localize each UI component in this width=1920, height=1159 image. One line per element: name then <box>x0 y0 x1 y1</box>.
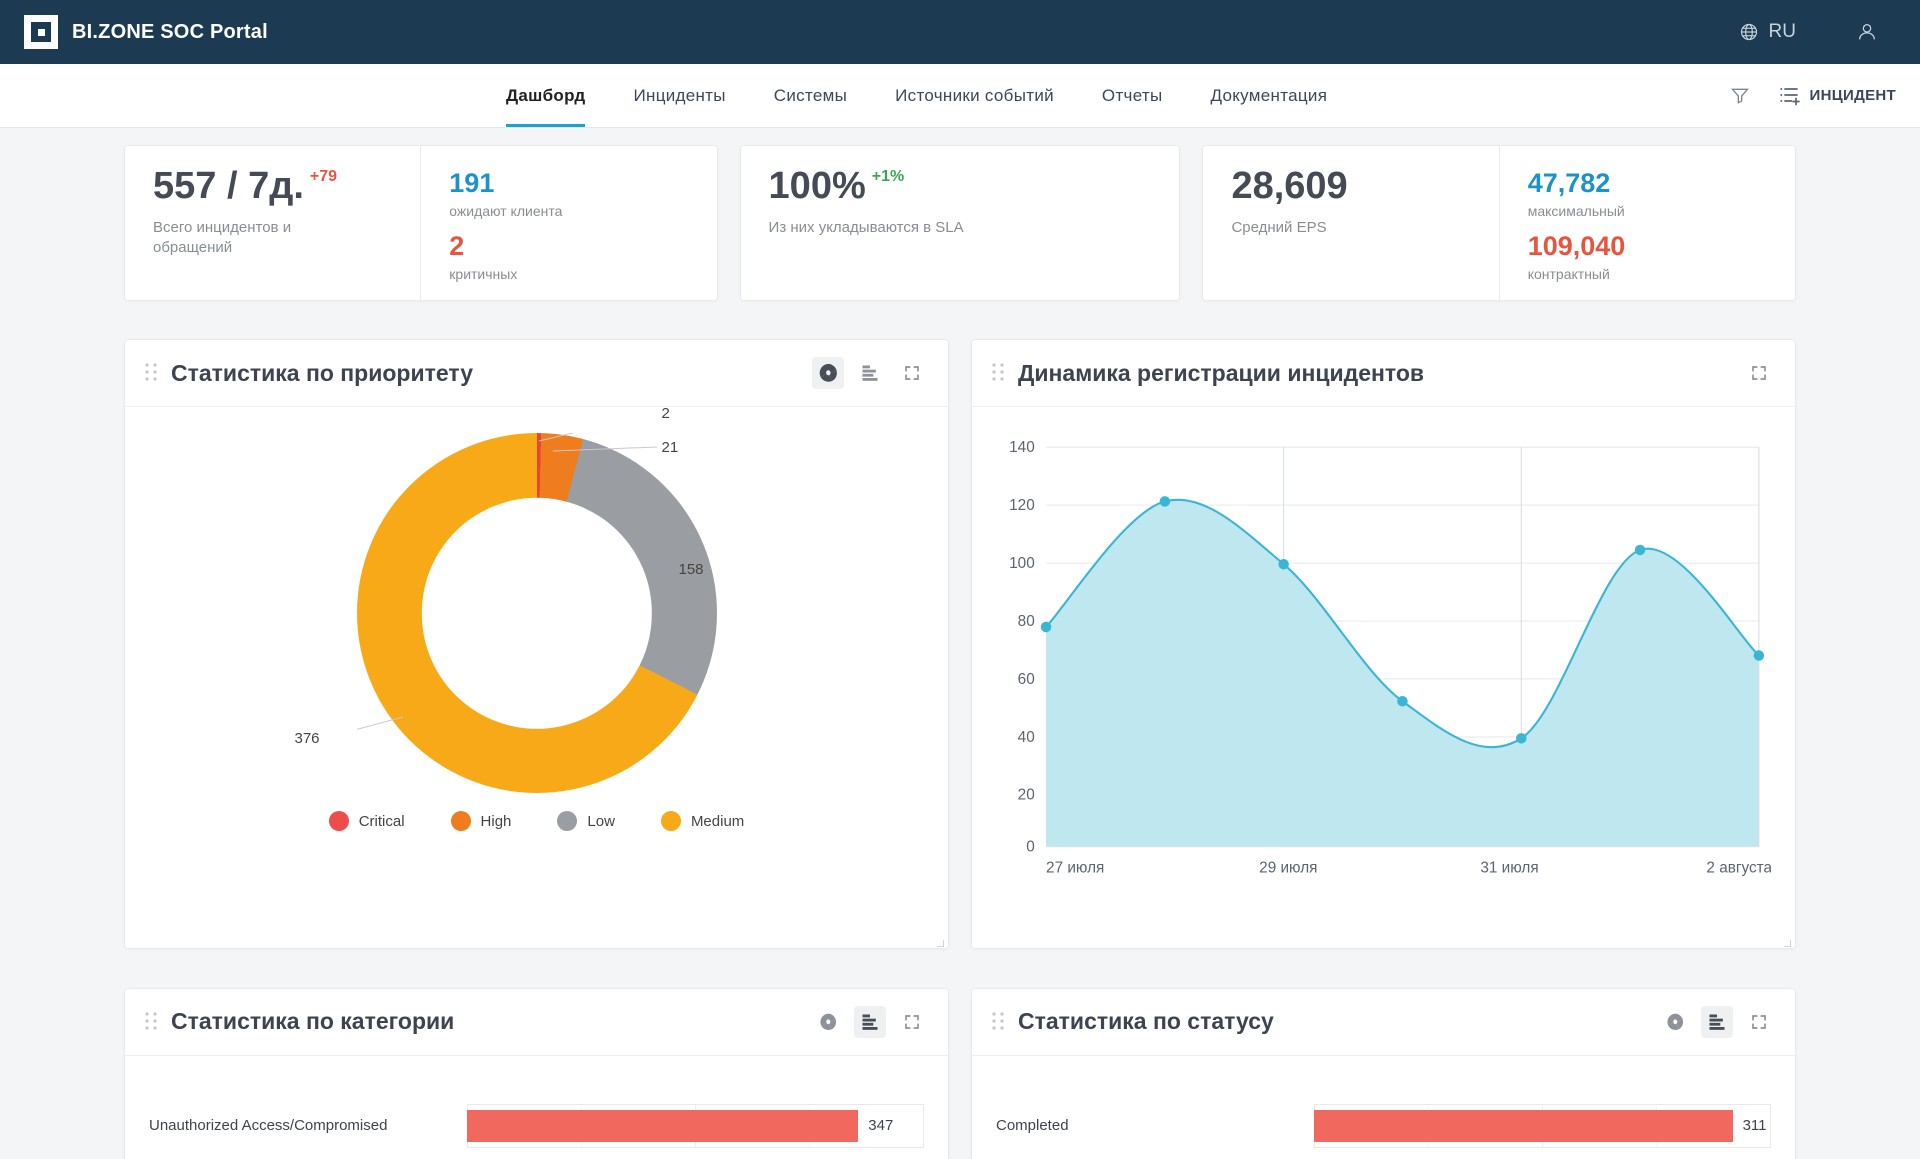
svg-text:140: 140 <box>1009 439 1035 456</box>
svg-text:0: 0 <box>1026 839 1035 856</box>
svg-text:31 июля: 31 июля <box>1480 860 1538 877</box>
svg-text:20: 20 <box>1018 787 1035 804</box>
svg-text:100: 100 <box>1009 555 1035 572</box>
svg-text:29 июля: 29 июля <box>1259 860 1317 877</box>
svg-text:2 августа: 2 августа <box>1706 860 1771 877</box>
svg-text:27 июля: 27 июля <box>1046 860 1104 877</box>
svg-text:120: 120 <box>1009 497 1035 514</box>
svg-text:60: 60 <box>1018 671 1035 688</box>
svg-text:40: 40 <box>1018 729 1035 746</box>
svg-text:80: 80 <box>1018 613 1035 630</box>
